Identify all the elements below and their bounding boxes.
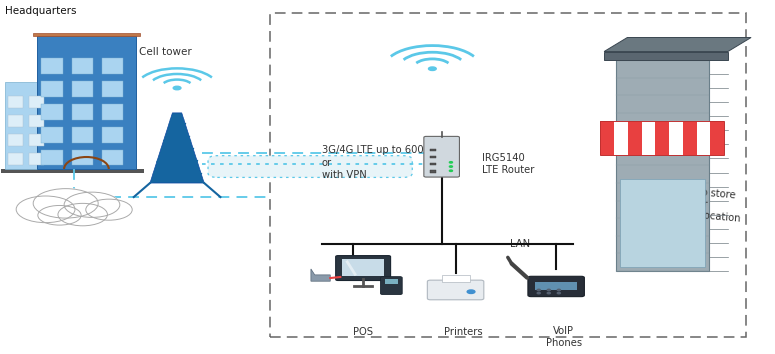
Text: Internet: Internet	[56, 197, 97, 207]
FancyBboxPatch shape	[9, 134, 23, 146]
Polygon shape	[150, 113, 204, 183]
FancyBboxPatch shape	[614, 121, 628, 155]
Circle shape	[58, 203, 108, 226]
Circle shape	[537, 289, 540, 291]
FancyBboxPatch shape	[41, 126, 64, 143]
Circle shape	[86, 199, 133, 220]
FancyBboxPatch shape	[442, 275, 470, 282]
FancyBboxPatch shape	[619, 179, 704, 267]
Text: Headquarters: Headquarters	[5, 6, 76, 16]
FancyBboxPatch shape	[385, 279, 398, 284]
Circle shape	[16, 196, 75, 223]
Circle shape	[449, 170, 453, 171]
Text: Cell tower: Cell tower	[139, 47, 192, 57]
Text: Pop-up store
or
branch location: Pop-up store or branch location	[663, 184, 743, 224]
FancyBboxPatch shape	[669, 121, 683, 155]
Text: IRG5140
LTE Router: IRG5140 LTE Router	[482, 153, 534, 175]
FancyBboxPatch shape	[528, 276, 584, 297]
FancyBboxPatch shape	[102, 126, 123, 143]
FancyBboxPatch shape	[71, 81, 93, 97]
FancyBboxPatch shape	[41, 81, 64, 97]
Polygon shape	[0, 169, 144, 172]
FancyBboxPatch shape	[33, 33, 140, 36]
FancyBboxPatch shape	[683, 121, 697, 155]
FancyBboxPatch shape	[430, 170, 436, 172]
Circle shape	[173, 86, 181, 90]
FancyBboxPatch shape	[29, 96, 44, 108]
FancyBboxPatch shape	[71, 149, 93, 165]
Circle shape	[449, 162, 453, 163]
Circle shape	[547, 289, 550, 291]
FancyBboxPatch shape	[208, 156, 412, 177]
Polygon shape	[604, 38, 751, 52]
FancyBboxPatch shape	[41, 104, 64, 120]
Polygon shape	[604, 52, 728, 60]
FancyBboxPatch shape	[642, 121, 655, 155]
Text: VoIP
Phones: VoIP Phones	[546, 326, 582, 348]
Circle shape	[429, 67, 436, 70]
FancyBboxPatch shape	[29, 153, 44, 165]
FancyBboxPatch shape	[9, 96, 23, 108]
FancyBboxPatch shape	[381, 276, 402, 295]
FancyBboxPatch shape	[427, 280, 484, 300]
FancyBboxPatch shape	[5, 82, 50, 169]
FancyBboxPatch shape	[9, 153, 23, 165]
Circle shape	[33, 189, 98, 218]
Circle shape	[467, 290, 475, 293]
FancyBboxPatch shape	[102, 104, 123, 120]
Circle shape	[449, 166, 453, 167]
FancyBboxPatch shape	[601, 121, 614, 155]
FancyBboxPatch shape	[710, 121, 724, 155]
Circle shape	[537, 292, 540, 294]
FancyBboxPatch shape	[342, 259, 384, 276]
FancyBboxPatch shape	[628, 121, 642, 155]
Text: 3G/4G LTE up to 600Mbps: 3G/4G LTE up to 600Mbps	[322, 145, 450, 155]
FancyBboxPatch shape	[424, 136, 460, 177]
FancyBboxPatch shape	[71, 104, 93, 120]
FancyBboxPatch shape	[36, 36, 136, 169]
Text: or: or	[322, 158, 332, 168]
Text: with VPN: with VPN	[322, 170, 367, 180]
FancyBboxPatch shape	[697, 121, 710, 155]
FancyBboxPatch shape	[41, 58, 64, 74]
FancyBboxPatch shape	[71, 58, 93, 74]
Circle shape	[547, 292, 550, 294]
Circle shape	[557, 289, 560, 291]
FancyBboxPatch shape	[430, 149, 436, 152]
FancyBboxPatch shape	[102, 149, 123, 165]
Text: LAN: LAN	[510, 239, 530, 249]
Text: Printers: Printers	[444, 327, 483, 337]
FancyBboxPatch shape	[41, 149, 64, 165]
FancyBboxPatch shape	[430, 156, 436, 159]
FancyBboxPatch shape	[9, 115, 23, 127]
Circle shape	[38, 205, 81, 225]
FancyBboxPatch shape	[430, 163, 436, 165]
Circle shape	[557, 292, 560, 294]
Text: POS: POS	[353, 327, 373, 337]
FancyBboxPatch shape	[102, 58, 123, 74]
FancyBboxPatch shape	[29, 115, 44, 127]
FancyBboxPatch shape	[615, 60, 708, 271]
Polygon shape	[311, 269, 330, 281]
FancyBboxPatch shape	[29, 134, 44, 146]
FancyBboxPatch shape	[535, 282, 577, 290]
FancyBboxPatch shape	[655, 121, 669, 155]
FancyBboxPatch shape	[71, 126, 93, 143]
Bar	[270, 13, 746, 337]
Circle shape	[64, 192, 120, 217]
FancyBboxPatch shape	[336, 256, 391, 280]
FancyBboxPatch shape	[102, 81, 123, 97]
